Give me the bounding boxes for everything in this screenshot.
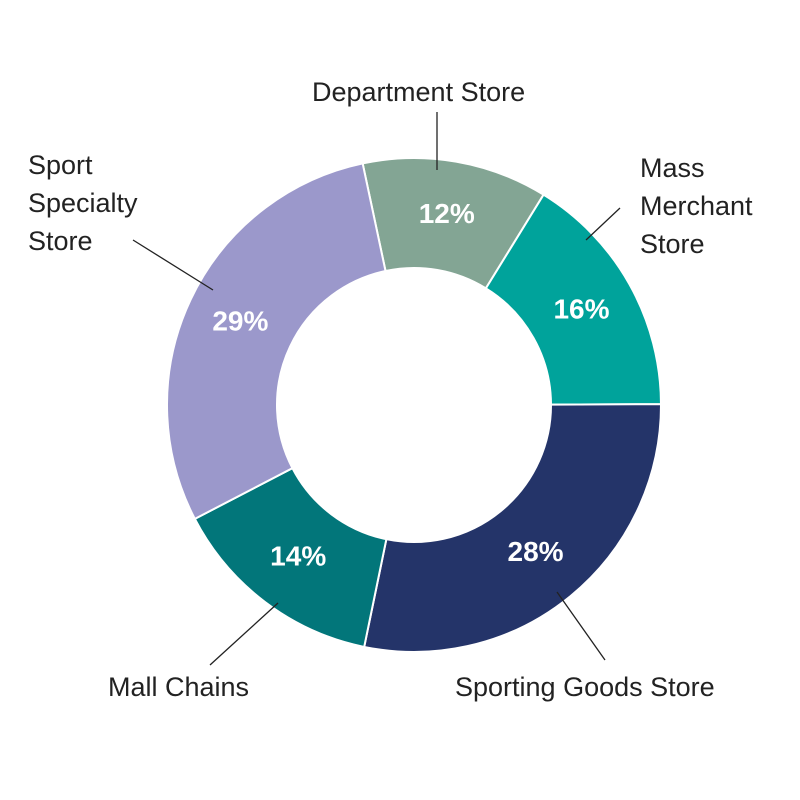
category-label: Sporting Goods Store xyxy=(455,672,715,702)
value-label: 14% xyxy=(270,541,326,572)
value-label: 16% xyxy=(553,294,609,325)
donut-slice xyxy=(166,162,387,521)
value-label: 28% xyxy=(508,536,564,567)
leader-line xyxy=(209,602,279,666)
leader-lines xyxy=(132,112,621,666)
leader-line xyxy=(556,591,606,661)
leader-line xyxy=(585,207,621,241)
leader-line xyxy=(132,239,214,291)
category-label: Mass Merchant Store xyxy=(640,153,753,259)
category-label: Mall Chains xyxy=(108,672,250,702)
value-label: 12% xyxy=(419,198,475,229)
category-label: Sport Specialty Store xyxy=(28,150,138,256)
category-label: Department Store xyxy=(312,77,526,107)
slices xyxy=(166,157,663,653)
donut-slice xyxy=(362,403,663,653)
value-label: 29% xyxy=(212,305,268,336)
donut-slice xyxy=(484,193,663,406)
